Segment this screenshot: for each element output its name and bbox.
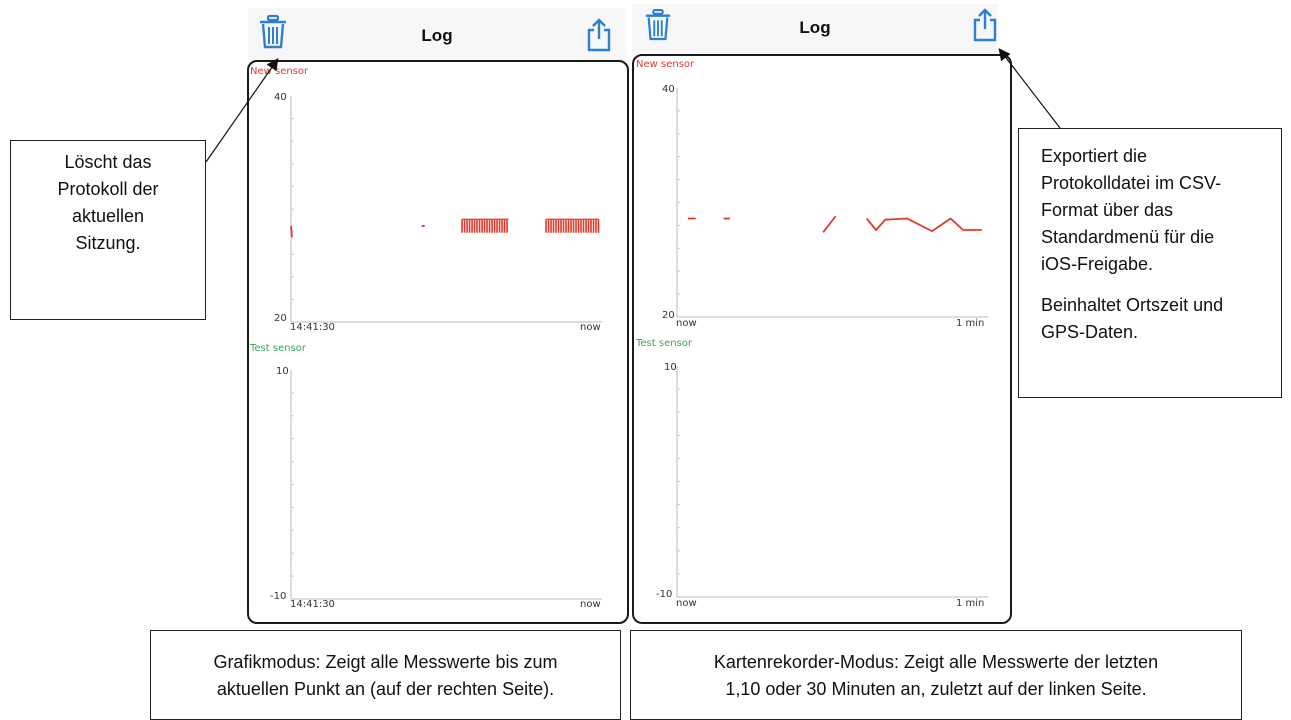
x-tick-label-end: now	[580, 599, 601, 610]
x-tick-label-start: now	[676, 318, 697, 329]
callout-line: Grafikmodus: Zeigt alle Messwerte bis zu…	[213, 652, 558, 672]
delete-arrow	[205, 58, 279, 163]
right-test-sensor-chart	[676, 366, 988, 598]
callout-line: GPS-Daten.	[1041, 322, 1139, 342]
y-tick-label-max: 40	[274, 92, 287, 103]
callout-line: Format über das	[1041, 200, 1174, 220]
x-tick-label-end: 1 min	[956, 318, 985, 329]
recorder-mode-callout: Kartenrekorder-Modus: Zeigt alle Messwer…	[630, 630, 1242, 720]
callout-line: Standardmenü für die	[1041, 227, 1215, 247]
x-tick-label-start: now	[676, 598, 697, 609]
callout-line: Protokolldatei im CSV-	[1041, 173, 1222, 193]
callout-line: Kartenrekorder-Modus: Zeigt alle Messwer…	[713, 652, 1159, 672]
y-tick-label-min: 20	[274, 313, 287, 324]
left-test-sensor-chart	[290, 370, 602, 600]
share-icon[interactable]	[972, 8, 998, 42]
y-tick-label-max: 10	[664, 362, 677, 373]
y-tick-label-max: 10	[276, 366, 289, 377]
callout-line: Löscht das	[64, 152, 152, 172]
series-line	[866, 217, 982, 233]
y-tick-label-min: -10	[270, 591, 287, 602]
trash-icon[interactable]	[258, 14, 288, 50]
graph-mode-callout: Grafikmodus: Zeigt alle Messwerte bis zu…	[150, 630, 621, 720]
export-arrow	[998, 48, 1061, 129]
callout-line: aktuellen	[71, 206, 145, 226]
callout-line: aktuellen Punkt an (auf der rechten Seit…	[216, 679, 555, 699]
chart-legend-new-sensor: New sensor	[636, 59, 695, 70]
chart-legend-new-sensor: New sensor	[250, 66, 309, 77]
page-title: Log	[421, 26, 453, 45]
callout-line: iOS-Freigabe.	[1041, 254, 1154, 274]
page-title: Log	[799, 18, 831, 37]
x-tick-label-start: 14:41:30	[290, 599, 335, 610]
callout-line: 1,10 oder 30 Minuten an, zuletzt auf der…	[725, 679, 1147, 699]
right-log-panel	[632, 54, 1012, 624]
callout-line: Protokoll der	[57, 179, 159, 199]
chart-legend-test-sensor: Test sensor	[636, 338, 693, 349]
left-log-header: Log	[248, 8, 626, 60]
left-new-sensor-chart	[290, 96, 602, 323]
right-log-header: Log	[632, 4, 998, 52]
trash-icon[interactable]	[644, 8, 672, 42]
export-callout: Exportiert die Protokolldatei im CSV- Fo…	[1018, 128, 1282, 398]
y-tick-label-min: -10	[656, 589, 673, 600]
x-tick-label-end: now	[580, 322, 601, 333]
delete-callout: Löscht das Protokoll der aktuellen Sitzu…	[10, 140, 206, 320]
share-icon[interactable]	[586, 18, 612, 52]
x-tick-label-end: 1 min	[956, 598, 985, 609]
callout-line: Beinhaltet Ortszeit und	[1041, 295, 1224, 315]
left-log-panel	[247, 60, 629, 624]
series-line	[290, 225, 293, 238]
callout-line: Sitzung.	[75, 233, 141, 253]
chart-legend-test-sensor: Test sensor	[250, 343, 307, 354]
right-new-sensor-chart	[676, 88, 988, 318]
y-tick-label-min: 20	[662, 310, 675, 321]
callout-line: Exportiert die	[1041, 146, 1148, 166]
y-tick-label-max: 40	[662, 84, 675, 95]
x-tick-label-start: 14:41:30	[290, 322, 335, 333]
series-line	[822, 215, 837, 233]
